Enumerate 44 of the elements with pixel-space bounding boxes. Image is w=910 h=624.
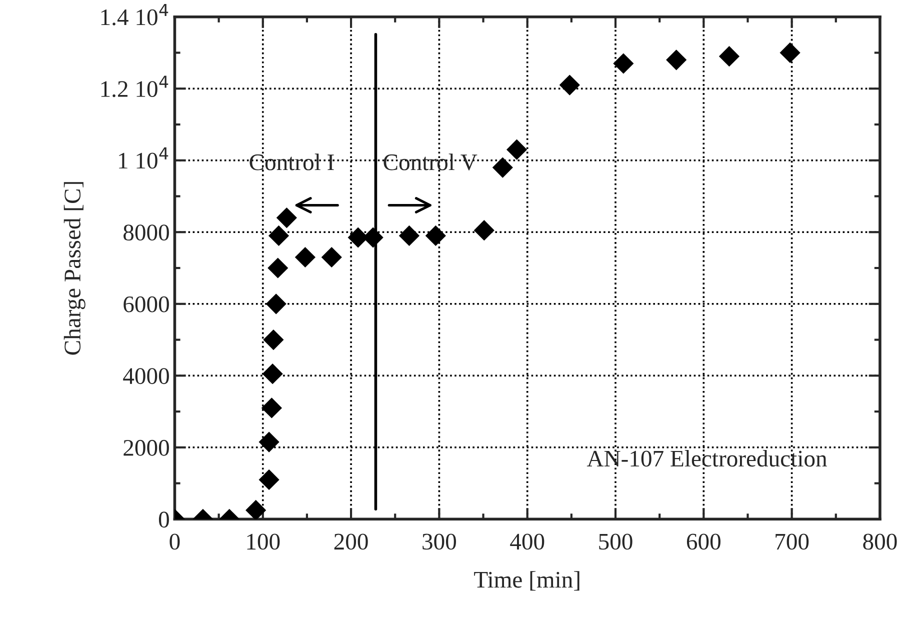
y-tick-label: 1.2 10$^{4}$	[101, 76, 168, 98]
point	[268, 258, 288, 278]
annotation: Control V	[384, 154, 478, 170]
x-tick-label: 500	[599, 534, 632, 550]
x-tick-label: 200	[334, 534, 368, 550]
point	[780, 42, 800, 64]
y-tick-label: 2000	[124, 440, 169, 456]
point	[425, 225, 446, 246]
point	[258, 469, 280, 490]
y-axis-title: Charge Passed [C]	[64, 182, 86, 355]
x-axis-title: Time [min]	[474, 571, 580, 591]
y-tick-label: 8000	[124, 224, 169, 241]
y-tick-label: 1.4 10$^{4}$	[101, 4, 168, 26]
point	[246, 500, 266, 520]
point	[398, 225, 420, 246]
point	[263, 329, 284, 350]
point	[559, 74, 580, 96]
x-tick-label: 600	[686, 534, 720, 550]
point	[474, 220, 494, 241]
point	[276, 207, 297, 228]
y-tick-label: 0	[158, 512, 169, 528]
x-tick-label: 100	[247, 534, 280, 550]
y-tick-label: 1 10$^{4}$	[119, 147, 168, 169]
point	[666, 50, 687, 70]
point	[506, 139, 528, 160]
point	[262, 364, 283, 384]
x-tick-label: 0	[170, 534, 180, 550]
point	[268, 225, 290, 246]
annotation: Control I	[250, 154, 334, 170]
y-tick-label: 6000	[124, 296, 169, 312]
point	[294, 246, 316, 268]
y-tick-label: 4000	[123, 368, 169, 384]
point	[266, 294, 286, 314]
point	[613, 53, 634, 74]
point	[261, 398, 282, 418]
x-tick-label: 300	[422, 534, 456, 550]
point	[492, 157, 513, 178]
x-tick-label: 800	[863, 534, 897, 550]
annotation: AN-107 Electroreduction	[586, 450, 827, 467]
point	[718, 46, 740, 67]
point	[258, 432, 280, 452]
x-tick-label: 700	[776, 534, 809, 550]
point	[321, 246, 342, 268]
x-tick-label: 400	[510, 534, 544, 550]
